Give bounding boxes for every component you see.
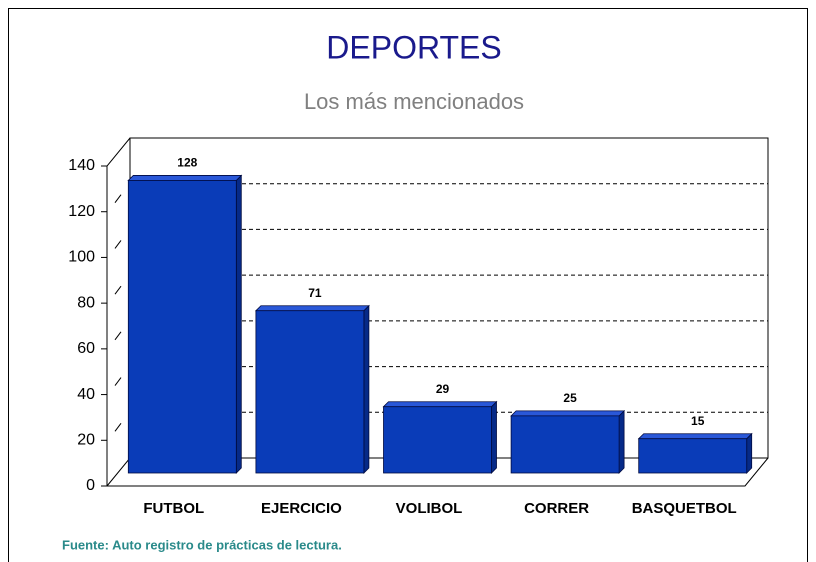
chart-subtitle: Los más mencionados <box>304 89 524 114</box>
bar-face <box>255 310 365 474</box>
x-tick-label: EJERCICIO <box>261 500 342 517</box>
chart-title: DEPORTES <box>326 29 501 65</box>
bar-face <box>618 409 625 474</box>
bar-face <box>383 406 492 474</box>
bar-face <box>254 305 370 312</box>
value-label: 128 <box>177 156 197 170</box>
bar-face <box>127 180 237 474</box>
grid-line <box>114 240 122 249</box>
y-tick-label: 80 <box>77 294 95 311</box>
x-tick-label: CORRER <box>524 500 589 517</box>
grid-line <box>114 422 122 432</box>
source-note: Fuente: Auto registro de prácticas de le… <box>62 537 342 552</box>
bar-face <box>637 433 753 440</box>
bar <box>637 432 753 474</box>
y-tick-label: 0 <box>86 477 95 494</box>
bar <box>254 304 370 474</box>
x-tick-label: BASQUETBOL <box>632 500 737 517</box>
value-label: 25 <box>563 391 577 405</box>
bar-face <box>382 401 498 408</box>
value-label: 71 <box>308 286 322 300</box>
bar-face <box>746 432 753 474</box>
bar-face <box>638 438 748 474</box>
grid-line <box>114 331 122 341</box>
bar-face <box>491 400 497 474</box>
floor <box>107 457 769 487</box>
bar <box>127 174 243 474</box>
x-tick-label: FUTBOL <box>143 500 204 517</box>
y-tick-label: 120 <box>68 203 95 220</box>
bar-face <box>510 410 626 417</box>
bar-face <box>127 175 243 181</box>
value-label: 15 <box>691 414 705 428</box>
bar-face <box>235 174 242 474</box>
y-tick-label: 140 <box>68 157 95 174</box>
bar-face <box>363 304 370 474</box>
y-tick-label: 20 <box>77 432 95 449</box>
grid-line <box>114 377 122 386</box>
bar <box>510 409 626 474</box>
bar-face <box>510 415 620 474</box>
grid-line <box>114 194 122 204</box>
grid-line <box>114 285 122 295</box>
bar <box>382 400 498 474</box>
y-tick-label: 100 <box>68 249 95 266</box>
y-tick-label: 40 <box>77 386 95 403</box>
value-label: 29 <box>436 382 450 396</box>
x-tick-label: VOLIBOL <box>396 500 463 517</box>
y-tick-label: 60 <box>77 340 95 357</box>
